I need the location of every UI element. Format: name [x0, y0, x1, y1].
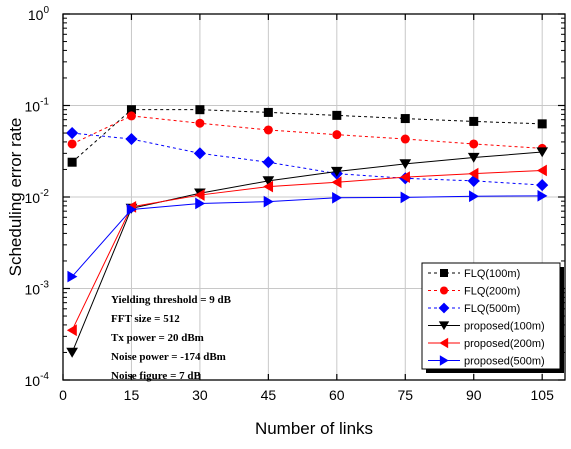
annotation-layer: Yielding threshold = 9 dB FFT size = 512 T… [111, 294, 232, 382]
legend-label: FLQ(500m) [464, 303, 520, 315]
series-line [71, 151, 543, 353]
data-point [400, 171, 410, 183]
x-tick-label: 60 [329, 387, 345, 403]
data-point [125, 132, 138, 146]
data-point [67, 139, 77, 149]
data-point [332, 110, 342, 120]
x-tick-label: 0 [59, 387, 67, 403]
data-point [67, 270, 78, 283]
y-tick-exponent: -4 [40, 371, 49, 382]
data-point [332, 191, 343, 204]
y-tick-base: 10 [25, 99, 41, 115]
series-line [71, 109, 543, 163]
data-point [468, 167, 479, 180]
y-tick-label: 10-2 [25, 188, 50, 206]
data-point [469, 116, 479, 126]
data-point [469, 190, 479, 203]
data-point [536, 147, 549, 158]
data-point [126, 105, 136, 115]
data-point [263, 125, 273, 135]
legend-label: FLQ(200m) [464, 286, 520, 298]
data-point [330, 166, 343, 177]
y-tick-exponent: -3 [40, 280, 49, 291]
annotation-line: Yielding threshold = 9 dB [111, 294, 232, 306]
data-point [467, 152, 480, 163]
data-point [194, 189, 205, 201]
data-point [262, 176, 275, 187]
data-point [263, 180, 274, 193]
legend-label: proposed(500m) [464, 356, 545, 368]
legend-marker [440, 286, 448, 295]
y-tick-label: 10-1 [25, 97, 50, 115]
data-point [262, 156, 275, 169]
series-FLQ(200m) [67, 111, 547, 153]
series-proposed(500m) [67, 189, 548, 283]
data-point [126, 111, 136, 121]
series-line [71, 115, 543, 149]
legend-marker [439, 355, 449, 366]
y-tick-base: 10 [25, 190, 41, 206]
annotation-line: Tx power = 20 dBm [111, 332, 204, 344]
x-axis-title: Number of links [255, 419, 373, 438]
data-point [400, 191, 411, 204]
data-point [126, 203, 137, 216]
data-point [263, 195, 274, 208]
data-point [332, 130, 342, 140]
y-tick-label: 100 [28, 5, 50, 23]
y-tick-base: 10 [28, 7, 44, 23]
data-point [66, 347, 78, 358]
legend-label: proposed(100m) [464, 321, 545, 333]
series-FLQ(100m) [67, 105, 547, 167]
data-point [195, 118, 205, 128]
legend-marker [438, 321, 450, 331]
data-point [195, 105, 205, 115]
data-point [537, 119, 547, 129]
annotation-line: Noise power = -174 dBm [111, 351, 226, 363]
y-tick-exponent: -1 [40, 97, 49, 108]
y-tick-base: 10 [25, 373, 41, 389]
legend-marker [439, 337, 449, 349]
data-point [263, 107, 273, 117]
legend-marker [440, 269, 448, 277]
data-point [537, 189, 548, 202]
annotation-line: FFT size = 512 [111, 313, 180, 325]
x-tick-label: 90 [466, 387, 482, 403]
series-line [71, 195, 543, 277]
y-tick-label: 10-3 [25, 280, 50, 298]
data-point [536, 164, 547, 177]
x-tick-label: 45 [261, 387, 277, 403]
x-tick-label: 75 [397, 387, 413, 403]
x-tick-label: 105 [531, 387, 555, 403]
series-layer [66, 105, 549, 358]
y-tick-base: 10 [25, 282, 41, 298]
legend: FLQ(100m) FLQ(200m) FLQ(500m) proposed(100m… [421, 262, 564, 373]
series-line [71, 169, 543, 331]
legend-marker [438, 302, 450, 314]
data-point [331, 176, 342, 189]
y-axis-title: Scheduling error rate [6, 118, 25, 277]
data-point [66, 324, 77, 337]
data-point [469, 139, 479, 149]
legend-box [421, 262, 561, 370]
x-tick-label: 30 [192, 387, 208, 403]
y-tick-exponent: 0 [43, 5, 49, 16]
data-point [400, 134, 410, 144]
data-point [67, 157, 77, 167]
legend-label: FLQ(100m) [464, 268, 520, 280]
data-point [399, 159, 412, 170]
data-point [66, 126, 79, 140]
data-point [536, 178, 549, 192]
data-point [400, 114, 410, 124]
annotation-line: Noise figure = 7 dB [111, 370, 201, 382]
data-point [193, 147, 206, 160]
y-tick-label: 10-4 [25, 371, 50, 389]
y-tick-exponent: -2 [40, 188, 49, 199]
data-point [195, 197, 206, 210]
x-tick-label: 15 [124, 387, 140, 403]
legend-label: proposed(200m) [464, 338, 545, 350]
